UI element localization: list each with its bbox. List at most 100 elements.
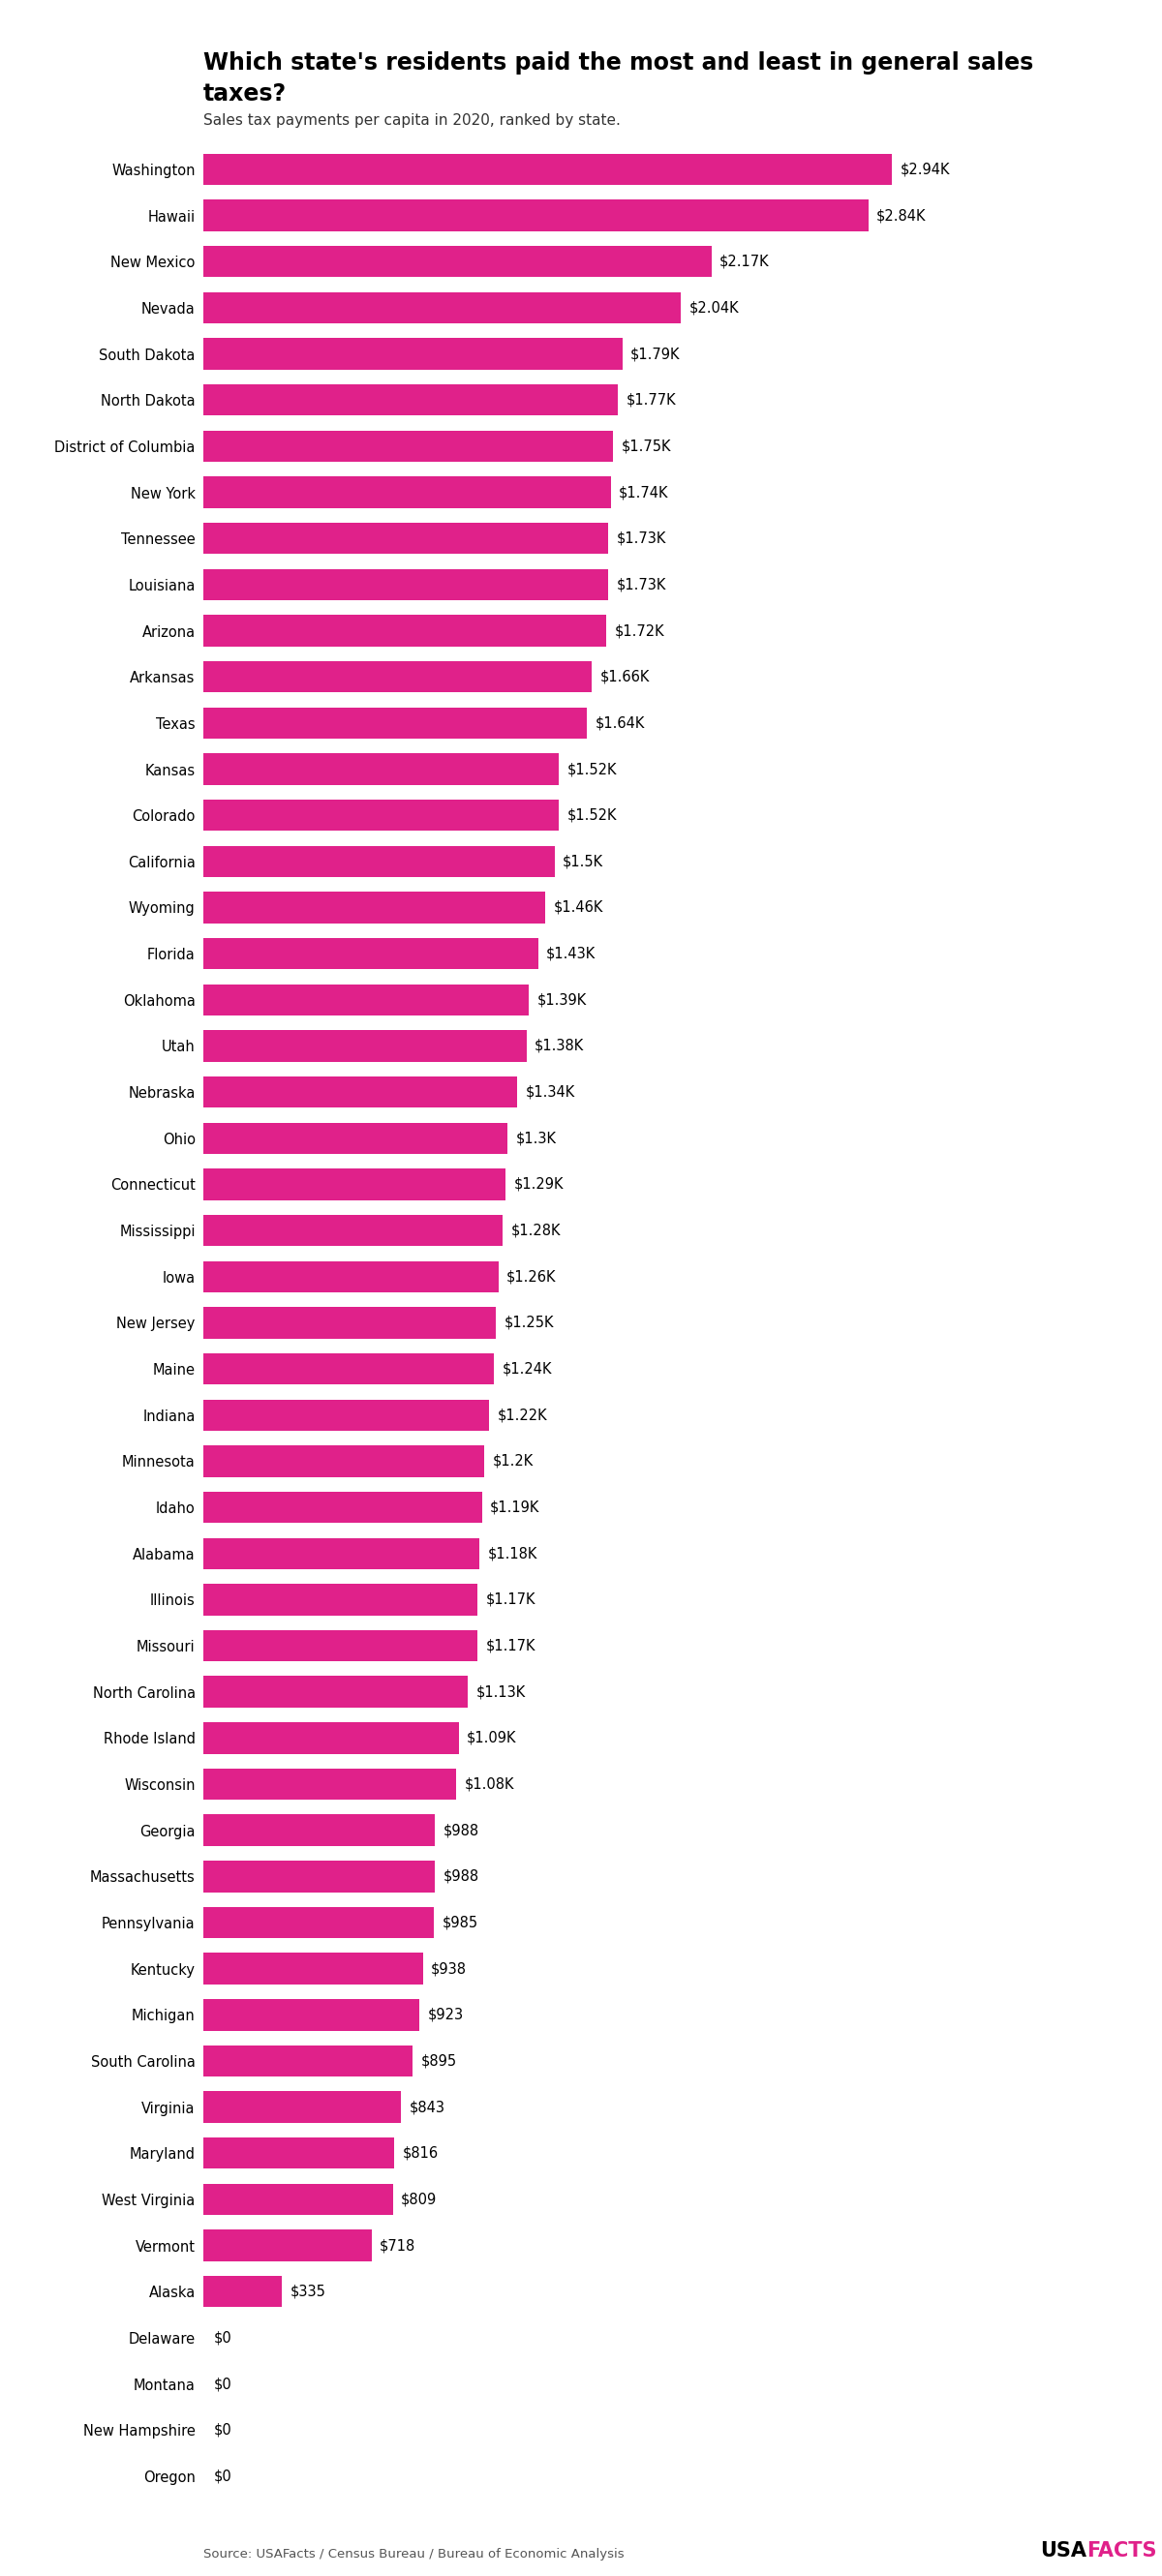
Text: $1.38K: $1.38K: [535, 1038, 584, 1054]
Text: $0: $0: [214, 2468, 232, 2483]
Bar: [203, 2092, 401, 2123]
Text: $938: $938: [431, 1960, 467, 1976]
Bar: [203, 1999, 419, 2030]
Text: $1.34K: $1.34K: [525, 1084, 575, 1100]
Text: $1.09K: $1.09K: [467, 1731, 517, 1747]
Text: $1.46K: $1.46K: [553, 899, 603, 914]
Bar: [203, 1077, 517, 1108]
Text: $1.18K: $1.18K: [488, 1546, 538, 1561]
Text: $0: $0: [214, 2424, 232, 2437]
Text: Source: USAFacts / Census Bureau / Bureau of Economic Analysis: Source: USAFacts / Census Bureau / Burea…: [203, 2548, 624, 2561]
Bar: [203, 799, 559, 832]
Text: $1.43K: $1.43K: [546, 945, 596, 961]
Bar: [203, 1306, 496, 1340]
Bar: [203, 1216, 503, 1247]
Text: $1.77K: $1.77K: [626, 392, 676, 407]
Bar: [203, 891, 545, 922]
Bar: [203, 1445, 485, 1476]
Bar: [203, 1538, 480, 1569]
Text: $0: $0: [214, 2378, 232, 2391]
Bar: [203, 752, 559, 786]
Text: $1.39K: $1.39K: [537, 992, 587, 1007]
Text: $1.52K: $1.52K: [567, 809, 617, 822]
Text: $1.52K: $1.52K: [567, 762, 617, 775]
Text: $2.94K: $2.94K: [899, 162, 949, 178]
Text: $1.28K: $1.28K: [511, 1224, 561, 1236]
Text: $2.17K: $2.17K: [719, 255, 769, 268]
Text: $1.79K: $1.79K: [631, 348, 681, 361]
Bar: [203, 337, 623, 368]
Bar: [203, 1677, 468, 1708]
Text: $1.26K: $1.26K: [507, 1270, 557, 1283]
Text: Which state's residents paid the most and least in general sales: Which state's residents paid the most an…: [203, 52, 1033, 75]
Bar: [203, 2231, 372, 2262]
Text: $1.22K: $1.22K: [497, 1409, 547, 1422]
Text: $1.29K: $1.29K: [514, 1177, 564, 1193]
Text: $985: $985: [443, 1917, 478, 1929]
Text: $1.25K: $1.25K: [504, 1316, 554, 1329]
Text: $335: $335: [290, 2285, 325, 2298]
Bar: [203, 938, 538, 969]
Bar: [203, 2138, 394, 2169]
Bar: [203, 1030, 526, 1061]
Text: $1.74K: $1.74K: [619, 484, 669, 500]
Text: $1.3K: $1.3K: [516, 1131, 557, 1146]
Text: $1.64K: $1.64K: [595, 716, 645, 729]
Bar: [203, 523, 609, 554]
Bar: [203, 845, 554, 876]
Text: FACTS: FACTS: [1086, 2540, 1156, 2561]
Bar: [203, 2045, 413, 2076]
Text: $1.5K: $1.5K: [562, 855, 603, 868]
Text: $2.04K: $2.04K: [689, 301, 739, 314]
Text: Sales tax payments per capita in 2020, ranked by state.: Sales tax payments per capita in 2020, r…: [203, 113, 621, 129]
Bar: [203, 1399, 489, 1430]
Bar: [203, 1770, 457, 1801]
Text: $809: $809: [401, 2192, 437, 2208]
Text: $816: $816: [402, 2146, 438, 2161]
Text: $843: $843: [409, 2099, 445, 2115]
Bar: [203, 155, 891, 185]
Text: $1.19K: $1.19K: [490, 1499, 540, 1515]
Bar: [203, 384, 618, 415]
Bar: [203, 1814, 435, 1847]
Bar: [203, 1953, 423, 1984]
Text: $1.66K: $1.66K: [600, 670, 650, 685]
Text: $1.72K: $1.72K: [615, 623, 665, 639]
Bar: [203, 430, 614, 461]
Bar: [203, 662, 591, 693]
Text: $1.08K: $1.08K: [465, 1777, 515, 1790]
Text: USA: USA: [1040, 2540, 1086, 2561]
Text: $923: $923: [428, 2007, 464, 2022]
Bar: [203, 291, 681, 325]
Bar: [203, 1262, 498, 1293]
Bar: [203, 616, 607, 647]
Text: $2.84K: $2.84K: [876, 209, 926, 222]
Text: $895: $895: [421, 2053, 457, 2069]
Text: taxes?: taxes?: [203, 82, 287, 106]
Bar: [203, 984, 529, 1015]
Text: $1.13K: $1.13K: [476, 1685, 525, 1700]
Bar: [203, 708, 587, 739]
Bar: [203, 2277, 281, 2308]
Bar: [203, 1170, 505, 1200]
Text: $1.24K: $1.24K: [502, 1363, 552, 1376]
Bar: [203, 1723, 459, 1754]
Bar: [203, 201, 868, 232]
Bar: [203, 1860, 435, 1893]
Bar: [203, 1906, 433, 1937]
Bar: [203, 1352, 494, 1383]
Text: $1.17K: $1.17K: [486, 1592, 536, 1607]
Text: $1.73K: $1.73K: [617, 531, 666, 546]
Bar: [203, 1584, 478, 1615]
Bar: [203, 245, 711, 278]
Bar: [203, 1631, 478, 1662]
Text: $1.75K: $1.75K: [622, 438, 672, 453]
Bar: [203, 1492, 482, 1522]
Text: $1.2K: $1.2K: [493, 1453, 533, 1468]
Text: $718: $718: [380, 2239, 416, 2254]
Text: $988: $988: [443, 1824, 479, 1837]
Text: $1.17K: $1.17K: [486, 1638, 536, 1654]
Text: $1.73K: $1.73K: [617, 577, 666, 592]
Bar: [203, 2184, 393, 2215]
Bar: [203, 1123, 508, 1154]
